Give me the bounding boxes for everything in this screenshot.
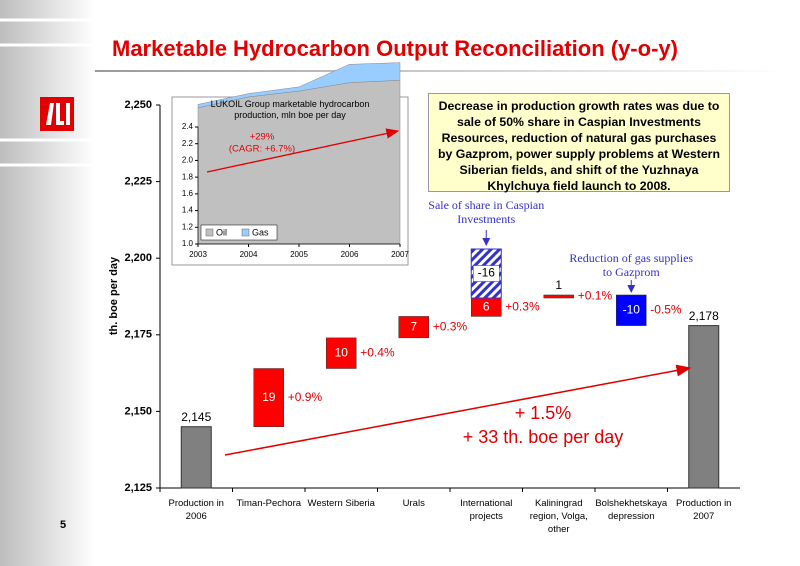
annotation: Reduction of gas supplies to Gazprom [569, 251, 694, 279]
inset-x-tick-label: 2004 [240, 250, 258, 259]
growth-annotation: + 1.5% [515, 403, 572, 423]
x-tick-label: Bolshekhetskaya depression [595, 498, 668, 522]
inset-annotation: (CAGR: +6.7%) [229, 144, 295, 155]
legend-swatch [205, 228, 214, 237]
x-tick-label: Timan-Pechora [236, 498, 302, 509]
change-bar [253, 368, 284, 427]
growth-label: +0.1% [578, 289, 613, 303]
x-tick-label: Kaliningrad region, Volga, other [529, 498, 588, 535]
trend-arrow [224, 364, 692, 456]
inset-x-tick-label: 2006 [341, 250, 359, 259]
growth-label: +0.4% [360, 345, 395, 359]
change-bar [616, 294, 647, 326]
area [197, 62, 401, 109]
inset-y-tick-label: 1.4 [182, 206, 194, 215]
change-label: 7 [410, 319, 417, 333]
inset-y-tick-label: 2.4 [182, 122, 194, 131]
inset-title: LUKOIL Group marketable hydrocarbon prod… [210, 99, 370, 120]
note-box: Decrease in production growth rates was … [428, 93, 730, 193]
change-label: 19 [262, 390, 276, 404]
x-tick-label: Western Siberia [307, 498, 375, 509]
change-bar [398, 316, 429, 339]
inset-trend-arrow [206, 128, 400, 173]
change-label: -10 [623, 302, 641, 316]
inset-x-tick-label: 2007 [391, 250, 409, 259]
divestment-label-bg [473, 265, 500, 282]
growth-label: +0.3% [505, 299, 540, 313]
logo [40, 97, 74, 131]
y-tick-label: 2,150 [124, 405, 152, 417]
y-tick-label: 2,175 [124, 329, 152, 341]
growth-label: -0.5% [650, 302, 682, 316]
inset-annotation: +29% [250, 132, 275, 143]
y-tick-label: 2,125 [124, 482, 152, 494]
side-stripes [0, 18, 95, 167]
growth-annotation: + 33 th. boe per day [463, 427, 624, 447]
side-decoration [0, 0, 95, 566]
y-tick-label: 2,200 [124, 252, 152, 264]
growth-label: +0.9% [288, 390, 323, 404]
title-rule [95, 70, 785, 72]
x-tick-label: Urals [402, 498, 425, 509]
change-label: 1 [555, 278, 562, 292]
x-tick-label: International projects [460, 498, 513, 522]
change-label: 10 [335, 345, 349, 359]
inset-x-tick-label: 2005 [290, 250, 308, 259]
inset-y-tick-label: 2.2 [182, 139, 194, 148]
x-tick-label: Production in 2007 [676, 498, 732, 522]
inset-y-tick-label: 2.0 [182, 156, 194, 165]
divestment-label: -16 [478, 266, 496, 280]
x-tick-label: Production in 2006 [168, 498, 224, 522]
total-label: 2,145 [181, 410, 211, 424]
inset-y-tick-label: 1.2 [182, 222, 194, 231]
slide-title: Marketable Hydrocarbon Output Reconcilia… [112, 36, 678, 61]
inset-legend [200, 224, 278, 241]
inset-y-tick-label: 1.6 [182, 189, 194, 198]
legend-label: Gas [252, 227, 269, 237]
legend-swatch [241, 228, 250, 237]
total-bar [180, 426, 212, 489]
growth-label: +0.3% [433, 319, 468, 333]
change-label: 6 [483, 299, 490, 313]
total-bar [688, 325, 720, 489]
legend-label: Oil [216, 227, 227, 237]
annotation: Sale of share in Caspian Investments [428, 198, 545, 226]
inset-x-tick-label: 2003 [189, 250, 207, 259]
page-number: 5 [60, 519, 67, 531]
y-tick-label: 2,225 [124, 176, 152, 188]
change-bar [543, 294, 574, 299]
y-axis-label: th. boe per day [108, 256, 120, 335]
y-tick-label: 2,250 [124, 99, 152, 111]
total-label: 2,178 [689, 309, 719, 323]
inset-y-tick-label: 1.0 [182, 239, 194, 248]
change-bar [326, 337, 357, 369]
inset-y-tick-label: 1.8 [182, 172, 194, 181]
